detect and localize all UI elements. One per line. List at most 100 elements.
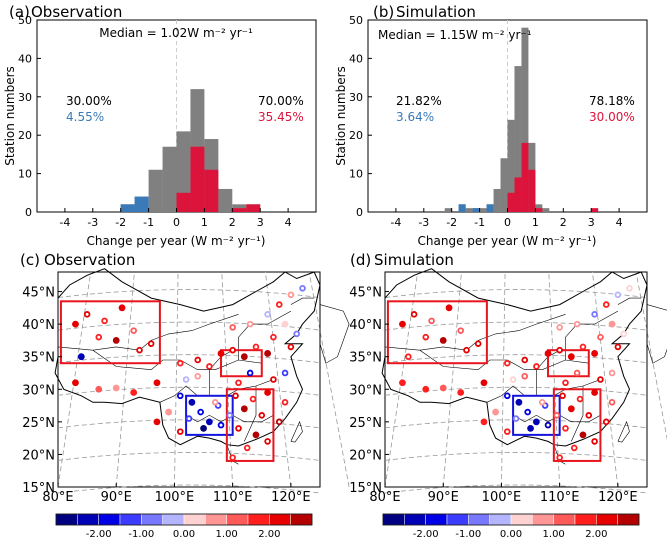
x-axis-label: Change per year (W m⁻² yr⁻¹): [87, 234, 266, 248]
station-marker: [492, 408, 500, 416]
province-line: [238, 310, 292, 360]
significant-positive-bar: [190, 146, 205, 212]
station-marker: [153, 379, 161, 387]
lat-tick-label: 35°N: [22, 351, 55, 366]
meridian-line: [442, 271, 462, 488]
station-marker: [211, 399, 219, 406]
x-axis-label: Change per year (W m⁻² yr⁻¹): [418, 234, 597, 248]
lon-tick-label: 120°E: [598, 490, 638, 505]
y-tick-label: 50: [349, 14, 363, 27]
station-marker: [503, 359, 511, 367]
x-axis-ticks: -4 -3 -2 -1 0 1 2 3 4: [390, 208, 623, 229]
station-marker: [410, 311, 418, 318]
meridian-line: [115, 271, 135, 488]
y-tick-label: 0: [25, 206, 32, 219]
station-marker: [206, 363, 213, 370]
colorbar-swatch: [617, 513, 640, 526]
station-marker: [608, 399, 616, 406]
y-tick-label: 0: [356, 206, 363, 219]
total-bar: [514, 66, 522, 212]
station-marker: [264, 389, 271, 396]
total-bar: [500, 158, 508, 212]
station-marker: [275, 301, 283, 308]
station-marker: [264, 350, 271, 357]
x-tick-label: 3: [257, 216, 264, 229]
colorbar-simulation: -2.00 -1.00 0.00 1.00 2.00: [382, 513, 640, 540]
colorbar-tick-label: 1.00: [216, 529, 238, 540]
parallel-line: [57, 386, 321, 396]
total-bar: [542, 208, 550, 212]
red-region-box: [552, 388, 602, 462]
station-marker: [246, 320, 254, 328]
colorbar-swatch: [425, 513, 448, 526]
positive-significant-percent: 30.00%: [589, 110, 635, 124]
total-bar: [507, 119, 515, 212]
station-marker: [573, 369, 581, 377]
station-marker: [95, 385, 103, 393]
lat-tick-label: 35°N: [349, 351, 382, 366]
region-boxes: [386, 300, 602, 462]
total-bar: [218, 188, 233, 212]
station-marker: [585, 412, 593, 419]
station-marker: [567, 353, 575, 361]
total-bar: [148, 169, 163, 212]
station-marker: [556, 346, 563, 354]
lat-tick-label: 40°N: [349, 318, 382, 333]
positive-total-percent: 78.18%: [589, 94, 635, 108]
province-line: [536, 349, 560, 396]
parallel-line: [384, 452, 648, 461]
station-marker: [258, 412, 266, 419]
meridian-line: [174, 271, 179, 488]
station-marker: [176, 392, 184, 400]
station-marker: [556, 454, 563, 461]
station-marker: [457, 327, 464, 334]
station-marker: [112, 384, 120, 392]
y-tick-label: 30: [18, 91, 32, 104]
station-marker: [130, 327, 137, 334]
red-region-box: [220, 349, 263, 378]
lon-tick-label: 120°E: [271, 490, 311, 505]
station-marker: [527, 424, 534, 432]
lon-tick-label: 110°E: [540, 490, 580, 505]
station-marker: [101, 317, 108, 325]
colorbar-swatch: [247, 513, 270, 526]
meridian-line: [592, 271, 619, 488]
colorbar-swatch: [119, 513, 142, 526]
station-marker: [83, 311, 91, 318]
station-marker: [457, 389, 465, 396]
colorbar-swatch: [532, 513, 554, 526]
station-marker: [399, 379, 406, 387]
x-tick-label: -3: [418, 216, 429, 229]
lon-tick-label: 80°E: [42, 490, 73, 505]
station-markers: [72, 284, 306, 461]
station-marker: [232, 392, 239, 400]
parallel-line: [384, 321, 648, 331]
meridian-line: [384, 271, 419, 488]
station-marker: [463, 346, 470, 354]
station-marker: [281, 320, 289, 328]
significant-positive-bar: [591, 208, 599, 212]
colorbar-swatch: [290, 513, 313, 526]
panel-label: (a): [9, 3, 30, 21]
total-bar: [176, 131, 191, 212]
red-region-box: [225, 388, 275, 462]
station-marker: [474, 340, 482, 347]
x-tick-label: 0: [173, 216, 180, 229]
histogram-bars: [444, 20, 599, 213]
lat-tick-label: 45°N: [22, 286, 55, 301]
x-tick-label: -2: [446, 216, 457, 229]
station-marker: [243, 444, 251, 452]
lon-tick-label: 110°E: [213, 490, 253, 505]
negative-total-percent: 30.00%: [66, 94, 112, 108]
lon-tick-label: 100°E: [155, 490, 195, 505]
colorbar-swatch: [404, 513, 426, 526]
y-tick-label: 20: [18, 129, 32, 142]
station-marker: [229, 454, 236, 461]
x-tick-label: 1: [201, 216, 208, 229]
station-marker: [521, 372, 529, 380]
colorbar-swatch: [183, 513, 206, 526]
panel-title: Simulation: [396, 3, 476, 21]
station-marker: [614, 291, 622, 299]
station-marker: [532, 418, 540, 426]
station-marker: [240, 353, 248, 361]
